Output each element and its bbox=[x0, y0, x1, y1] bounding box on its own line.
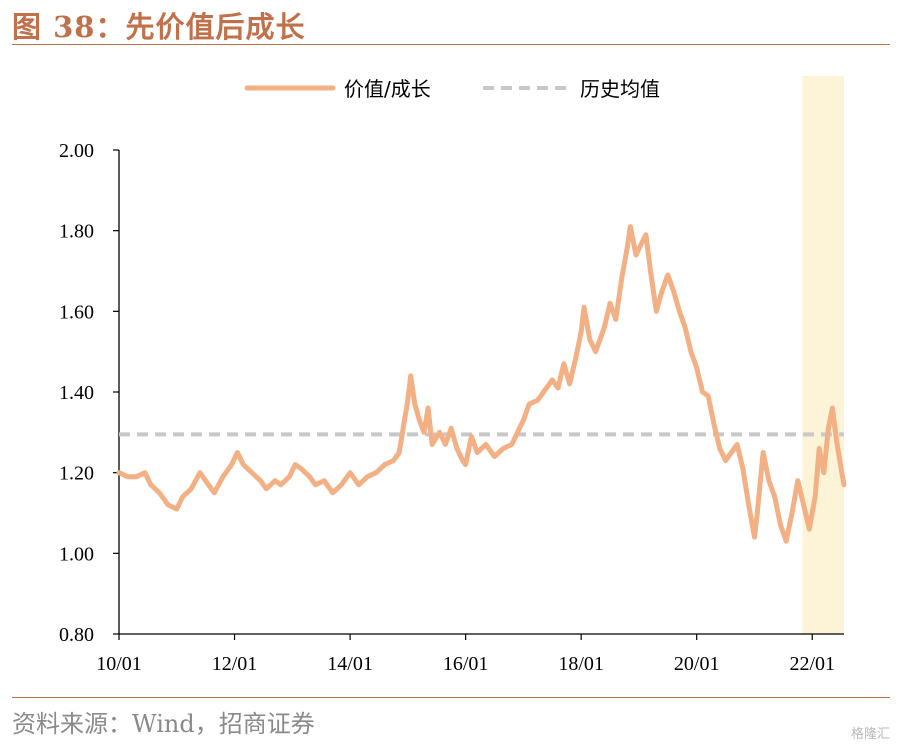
chart-axes: 0.80 1.00 1.20 1.40 1.60 1.80 2.00 10/01 12/01 14… bbox=[59, 140, 844, 675]
y-tick-label: 2.00 bbox=[59, 140, 94, 162]
y-tick-label: 1.60 bbox=[59, 301, 94, 323]
y-tick-label: 1.80 bbox=[59, 221, 94, 243]
y-tick-label: 0.80 bbox=[59, 624, 94, 646]
source-note: 资料来源：Wind，招商证券 bbox=[12, 710, 315, 738]
x-tick-label: 10/01 bbox=[96, 653, 142, 675]
chart-legend: 价值/成长 历史均值 bbox=[244, 77, 660, 101]
legend-label-value-growth: 价值/成长 bbox=[344, 77, 431, 101]
x-tick-label: 18/01 bbox=[558, 653, 604, 675]
legend-label-historical-mean: 历史均值 bbox=[580, 77, 660, 101]
title-rule-tick bbox=[878, 44, 890, 45]
x-tick-label: 22/01 bbox=[789, 653, 835, 675]
x-tick-label: 14/01 bbox=[327, 653, 373, 675]
watermark-logo: 格隆汇 bbox=[850, 727, 890, 742]
series-line-value-growth bbox=[116, 224, 847, 544]
y-tick-label: 1.40 bbox=[59, 382, 94, 404]
x-tick-label: 16/01 bbox=[443, 653, 489, 675]
title-rule bbox=[12, 44, 890, 45]
figure-title: 图 38：先价值后成长 bbox=[12, 10, 306, 44]
x-tick-label: 12/01 bbox=[212, 653, 258, 675]
highlight-band bbox=[802, 76, 844, 634]
y-tick-label: 1.00 bbox=[59, 543, 94, 565]
series-layer bbox=[116, 224, 847, 544]
source-rule bbox=[12, 697, 890, 698]
y-tick-label: 1.20 bbox=[59, 463, 94, 485]
x-tick-label: 20/01 bbox=[674, 653, 720, 675]
